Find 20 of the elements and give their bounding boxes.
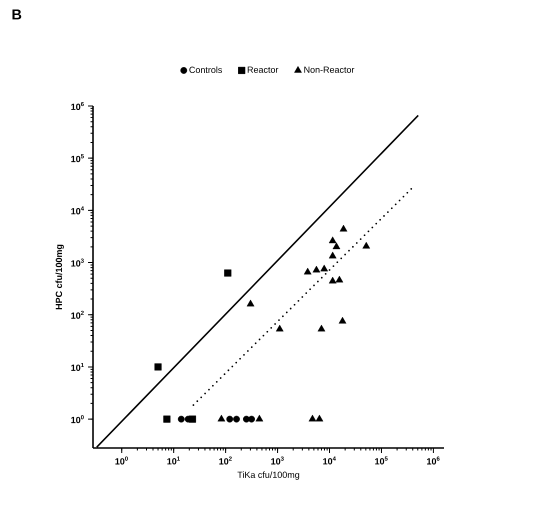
y-axis-title: HPC cfu/100mg: [55, 244, 64, 310]
x-tick-label: 10$^{4}$: [323, 456, 336, 464]
y-tick-label: 10$^{5}$: [71, 154, 84, 162]
y-tick-label: 10$^{2}$: [71, 310, 84, 319]
legend-label: Non-Reactor: [304, 66, 354, 73]
legend-label: Reactor: [248, 66, 278, 73]
x-tick-label: 10$^{2}$: [219, 456, 232, 465]
x-axis-title: TiKa cfu/100mg: [237, 471, 300, 480]
y-tick-label: 10$^{3}$: [71, 258, 84, 267]
x-tick-label: 10$^{0}$: [115, 456, 128, 465]
x-tick-label: 10$^{5}$: [375, 456, 388, 464]
x-tick-label: 10$^{3}$: [271, 456, 284, 465]
y-tick-label: 10$^{0}$: [71, 415, 84, 424]
y-tick-label: 10$^{4}$: [71, 206, 84, 214]
x-tick-label: 10$^{6}$: [427, 456, 440, 465]
x-tick-label: 10$^{1}$: [167, 456, 180, 464]
legend-label: Controls: [189, 66, 222, 74]
y-tick-label: 10$^{6}$: [71, 102, 84, 110]
chart-title: B: [12, 10, 22, 20]
y-tick-label: 10$^{1}$: [71, 362, 84, 371]
